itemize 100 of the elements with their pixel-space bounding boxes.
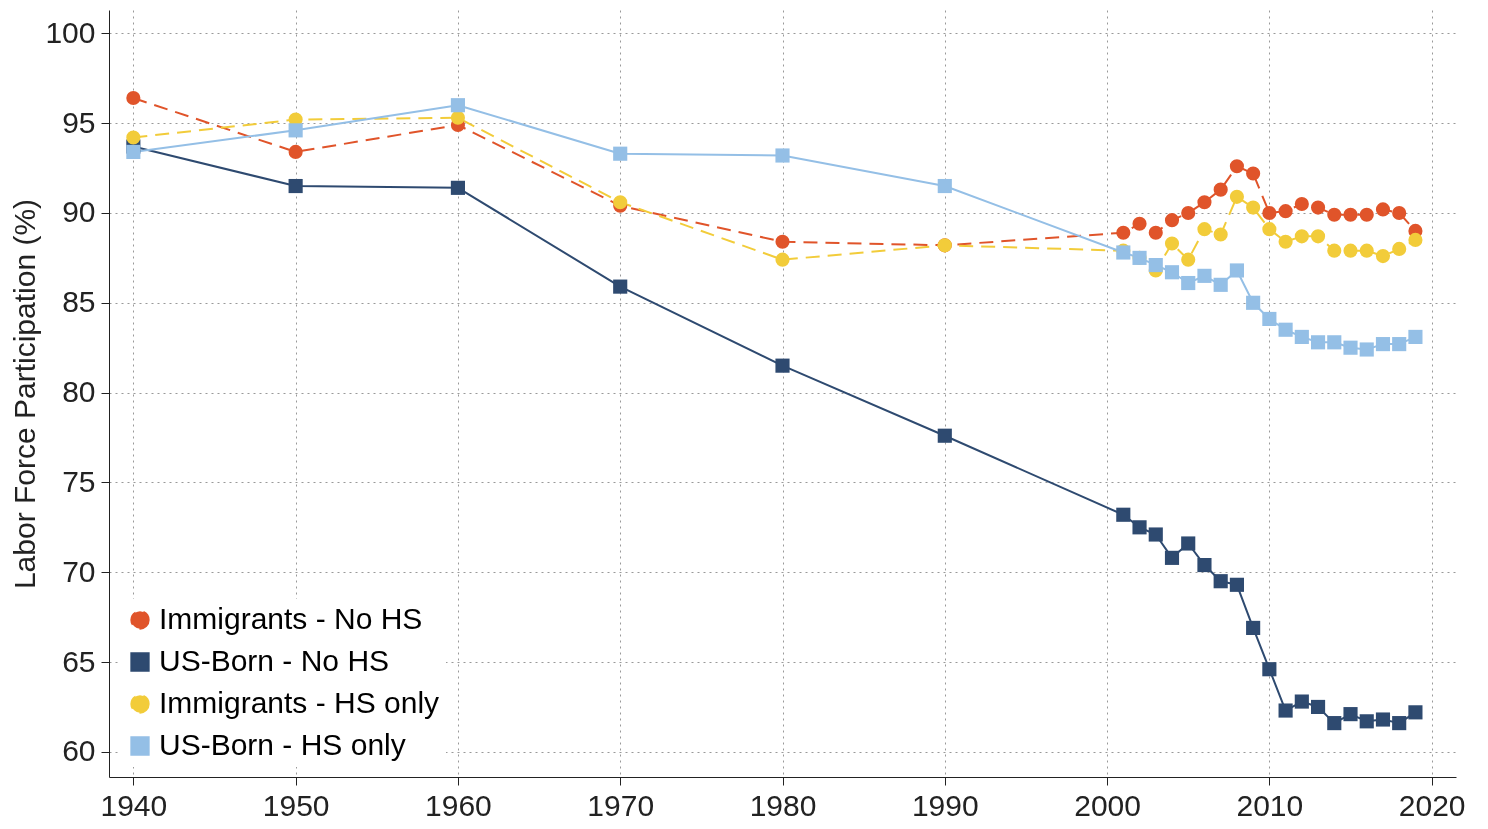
point bbox=[1327, 335, 1342, 350]
point bbox=[1197, 268, 1212, 283]
point bbox=[1262, 205, 1277, 221]
point bbox=[1278, 204, 1293, 219]
x-tick-label: 2020 bbox=[1398, 788, 1466, 822]
point bbox=[1213, 574, 1228, 589]
y-tick-label: 70 bbox=[62, 554, 96, 588]
point bbox=[1246, 295, 1261, 310]
point bbox=[1327, 207, 1342, 222]
point bbox=[1310, 699, 1326, 715]
point bbox=[1343, 707, 1358, 722]
y-axis-title: Labor Force Participation (%) bbox=[8, 198, 42, 590]
point bbox=[1359, 714, 1374, 729]
point bbox=[1375, 712, 1391, 727]
point bbox=[1148, 527, 1163, 542]
point bbox=[1392, 716, 1407, 731]
point bbox=[937, 428, 952, 443]
point bbox=[1181, 536, 1196, 551]
y-tick-label: 65 bbox=[62, 644, 96, 678]
y-tick-label: 100 bbox=[45, 15, 96, 49]
point bbox=[1262, 311, 1277, 327]
point bbox=[1310, 200, 1326, 215]
point bbox=[126, 90, 141, 106]
point bbox=[1164, 550, 1180, 565]
point bbox=[450, 98, 465, 113]
point bbox=[1392, 337, 1407, 352]
point bbox=[1278, 703, 1293, 718]
y-tick-label: 85 bbox=[62, 285, 96, 319]
point bbox=[1181, 275, 1196, 291]
point bbox=[1310, 335, 1326, 350]
point bbox=[1278, 322, 1293, 337]
point bbox=[775, 234, 790, 249]
point bbox=[1294, 229, 1309, 244]
point bbox=[1343, 340, 1358, 355]
point bbox=[1375, 337, 1391, 352]
point bbox=[450, 110, 465, 125]
point bbox=[937, 178, 952, 194]
point bbox=[1148, 258, 1163, 273]
legend-label: Immigrants - No HS bbox=[159, 602, 423, 635]
point bbox=[1343, 207, 1358, 222]
point bbox=[1116, 507, 1131, 522]
x-tick-label: 1950 bbox=[262, 788, 330, 822]
point bbox=[1246, 166, 1261, 181]
point bbox=[1408, 232, 1423, 247]
y-tick-label: 95 bbox=[62, 105, 96, 139]
x-tick-label: 2000 bbox=[1074, 788, 1141, 822]
point bbox=[1392, 241, 1407, 256]
point bbox=[1246, 620, 1261, 635]
point bbox=[1375, 249, 1391, 264]
point bbox=[1229, 263, 1244, 278]
point bbox=[1392, 205, 1407, 221]
y-tick-label: 60 bbox=[62, 734, 96, 768]
point bbox=[1164, 213, 1180, 228]
point bbox=[1132, 520, 1147, 535]
point bbox=[613, 279, 628, 294]
legend-label: US-Born - No HS bbox=[159, 644, 390, 677]
point bbox=[1262, 662, 1277, 677]
point bbox=[1229, 159, 1244, 174]
point bbox=[775, 252, 790, 267]
point bbox=[1164, 236, 1180, 251]
point bbox=[1164, 265, 1180, 280]
y-tick-label: 90 bbox=[62, 195, 96, 229]
point bbox=[1278, 234, 1293, 249]
point bbox=[450, 180, 465, 195]
x-tick-label: 1970 bbox=[587, 788, 655, 822]
point bbox=[288, 123, 303, 138]
point bbox=[1408, 705, 1423, 720]
x-tick-label: 1980 bbox=[749, 788, 817, 822]
point bbox=[1294, 196, 1309, 212]
point bbox=[1181, 252, 1196, 267]
x-tick-label: 1960 bbox=[425, 788, 492, 822]
point bbox=[126, 144, 141, 159]
point bbox=[1246, 200, 1261, 215]
point bbox=[1132, 216, 1147, 231]
point bbox=[1181, 205, 1196, 221]
point bbox=[1375, 202, 1391, 217]
x-tick-label: 1940 bbox=[100, 788, 168, 822]
point bbox=[1116, 225, 1131, 240]
x-tick-label: 1990 bbox=[911, 788, 979, 822]
point bbox=[613, 146, 628, 161]
point bbox=[1213, 182, 1228, 197]
point bbox=[1294, 329, 1309, 344]
x-tick-label: 2010 bbox=[1236, 788, 1304, 822]
legend-label: Immigrants - HS only bbox=[159, 686, 440, 719]
point bbox=[1294, 694, 1309, 709]
point bbox=[1197, 222, 1212, 237]
point bbox=[1359, 207, 1374, 222]
point bbox=[288, 178, 303, 194]
point bbox=[1229, 577, 1244, 592]
point bbox=[1197, 557, 1212, 573]
point bbox=[1343, 243, 1358, 258]
point bbox=[1359, 342, 1374, 357]
point bbox=[1327, 716, 1342, 731]
point bbox=[1262, 222, 1277, 237]
point bbox=[1197, 195, 1212, 210]
point bbox=[1213, 277, 1228, 292]
y-tick-label: 80 bbox=[62, 375, 96, 409]
legend-label: US-Born - HS only bbox=[159, 728, 406, 761]
point bbox=[1327, 243, 1342, 258]
point bbox=[775, 358, 790, 373]
